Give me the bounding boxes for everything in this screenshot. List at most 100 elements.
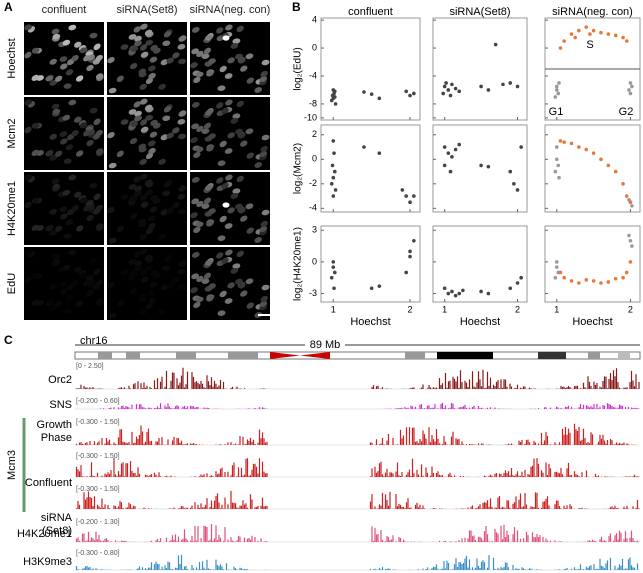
data-point xyxy=(554,145,559,149)
nucleus xyxy=(139,158,147,165)
nucleus xyxy=(52,183,61,190)
nucleus xyxy=(224,73,233,79)
nucleus xyxy=(138,296,147,303)
data-point xyxy=(606,280,611,284)
nucleus xyxy=(150,119,158,126)
nucleus xyxy=(74,191,82,198)
plot-frame xyxy=(432,17,528,121)
nucleus xyxy=(140,173,148,180)
nucleus xyxy=(108,162,117,169)
data-point xyxy=(412,238,416,243)
nucleus xyxy=(260,70,268,78)
data-point xyxy=(557,81,561,85)
nucleus xyxy=(254,237,263,243)
nucleus xyxy=(24,126,32,134)
nucleus xyxy=(144,104,153,111)
track-range: [-0.300 - 1.50] xyxy=(76,419,120,426)
nucleus xyxy=(95,223,104,230)
nucleus xyxy=(236,25,244,33)
nucleus xyxy=(259,151,268,158)
nucleus xyxy=(24,24,32,31)
track-signal xyxy=(75,490,640,509)
data-point xyxy=(333,270,337,275)
nucleus xyxy=(59,206,68,213)
nucleus xyxy=(232,263,241,269)
data-point xyxy=(333,102,338,106)
nucleus xyxy=(93,43,101,51)
nucleus xyxy=(93,118,101,126)
track-signal xyxy=(75,402,640,409)
nucleus xyxy=(219,65,227,73)
track-range: [-0.200 - 0.60] xyxy=(76,398,120,405)
data-point xyxy=(369,92,374,96)
nucleus xyxy=(230,117,239,124)
track-signal xyxy=(75,367,640,389)
data-point xyxy=(448,93,453,98)
nucleus xyxy=(208,283,216,290)
data-point xyxy=(554,260,559,264)
nucleus xyxy=(144,29,153,36)
row-label: H4K20me1 xyxy=(6,181,18,236)
nucleus xyxy=(63,158,72,164)
nucleus xyxy=(95,148,104,155)
nucleus xyxy=(24,99,32,106)
nucleus xyxy=(148,297,156,305)
data-point xyxy=(512,182,516,186)
nucleus xyxy=(145,77,154,85)
data-point xyxy=(577,145,581,149)
plot-frame xyxy=(544,225,641,303)
data-point xyxy=(591,151,596,155)
nucleus xyxy=(59,281,68,288)
data-point xyxy=(329,182,334,186)
nucleus xyxy=(83,130,91,137)
nucleus xyxy=(245,203,254,210)
nucleus xyxy=(191,177,200,183)
nucleus xyxy=(193,226,201,234)
data-point xyxy=(519,145,523,149)
nucleus xyxy=(177,119,186,125)
data-point xyxy=(331,175,336,180)
scale-bar xyxy=(258,314,270,316)
nucleus xyxy=(65,69,74,76)
nucleus xyxy=(177,44,186,50)
nucleus xyxy=(201,278,210,284)
track-name: Orc2 xyxy=(48,374,72,386)
data-point xyxy=(453,147,458,152)
ideogram-band xyxy=(538,352,566,359)
nucleus xyxy=(148,72,156,80)
nucleus xyxy=(224,148,233,154)
nucleus xyxy=(224,298,233,304)
nucleus xyxy=(261,59,270,66)
nucleus xyxy=(68,99,77,106)
nucleus xyxy=(49,208,58,215)
x-tick-label: 2 xyxy=(408,304,413,314)
nucleus xyxy=(236,175,244,183)
nucleus xyxy=(149,131,158,138)
nucleus xyxy=(160,284,169,291)
nucleus xyxy=(191,102,200,108)
nucleus xyxy=(24,51,32,59)
data-point xyxy=(569,32,574,36)
data-point xyxy=(508,286,513,291)
nucleus xyxy=(71,280,79,287)
data-point xyxy=(584,147,589,152)
nucleus xyxy=(193,151,201,159)
data-point xyxy=(331,139,336,143)
nucleus xyxy=(130,121,139,127)
data-point xyxy=(461,288,465,293)
nucleus xyxy=(24,276,32,284)
data-point xyxy=(404,89,408,94)
nucleus xyxy=(51,28,60,35)
nucleus xyxy=(89,32,98,39)
data-point xyxy=(329,275,334,280)
nucleus xyxy=(31,149,39,157)
nucleus xyxy=(108,237,117,244)
nucleus xyxy=(140,194,148,201)
nucleus xyxy=(206,220,214,227)
data-point xyxy=(457,291,462,296)
data-point xyxy=(450,82,454,87)
nucleus xyxy=(31,299,39,307)
data-point xyxy=(613,276,618,281)
data-point xyxy=(332,286,336,291)
nucleus xyxy=(206,145,214,152)
